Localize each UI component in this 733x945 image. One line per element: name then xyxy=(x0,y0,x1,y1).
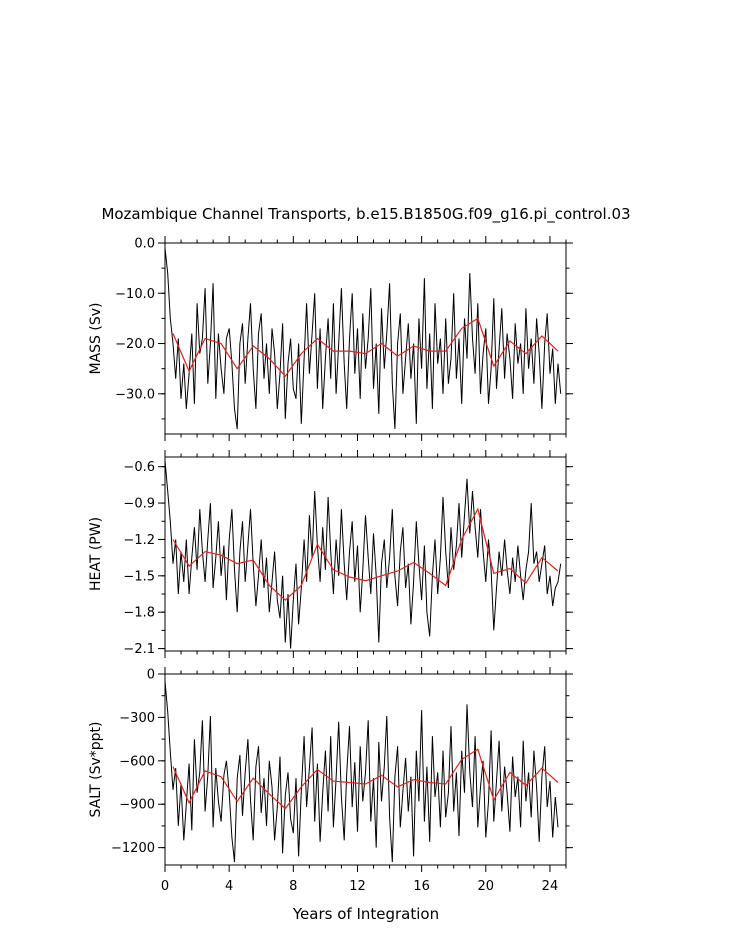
y-tick-label: 0.0 xyxy=(134,237,155,252)
y-axis-label: SALT (Sv*ppt) xyxy=(88,722,104,818)
y-tick-label: −2.1 xyxy=(123,642,155,657)
y-axis-label: HEAT (PW) xyxy=(88,517,104,591)
x-tick-label: 0 xyxy=(161,879,169,894)
y-tick-label: −0.9 xyxy=(123,497,155,512)
y-tick-label: −1.2 xyxy=(123,533,155,548)
annual-mean-line xyxy=(172,507,559,601)
y-tick-label: −900 xyxy=(119,798,155,813)
plot-frame xyxy=(164,673,567,866)
y-tick-label: −0.6 xyxy=(123,460,155,475)
y-tick-label: −30.0 xyxy=(115,387,155,402)
y-tick-label: −300 xyxy=(119,711,155,726)
x-tick-label: 16 xyxy=(413,879,430,894)
y-tick-label: −20.0 xyxy=(115,337,155,352)
annual-mean-line xyxy=(172,748,559,810)
monthly-transport-line xyxy=(165,681,559,863)
x-tick-label: 20 xyxy=(478,879,495,894)
monthly-transport-line xyxy=(165,247,562,430)
x-axis-label: Years of Integration xyxy=(292,905,439,923)
y-tick-label: −1.5 xyxy=(123,569,155,584)
y-axis-label: MASS (Sv) xyxy=(88,303,104,375)
y-tick-label: −1.8 xyxy=(123,606,155,621)
x-tick-label: 12 xyxy=(349,879,366,894)
x-tick-label: 4 xyxy=(225,879,233,894)
chart-title: Mozambique Channel Transports, b.e15.B18… xyxy=(101,205,630,224)
panel-2: −0.6 −0.9 −1.2 −1.5 −1.8 −2.1 HEAT (PW) xyxy=(88,450,573,658)
panel-3: 0 −300 −600 −900 −1200 SALT (Sv*ppt) 0 4 8 12 16 20… xyxy=(88,667,573,894)
y-tick-label: −600 xyxy=(119,754,155,769)
x-tick-label: 8 xyxy=(289,879,297,894)
panel-1: 0.0 −10.0 −20.0 −30.0 MASS (Sv) xyxy=(88,236,573,441)
y-tick-label: 0 xyxy=(147,668,155,683)
x-tick-label: 24 xyxy=(542,879,559,894)
y-tick-label: −1200 xyxy=(111,841,155,856)
plot-frame xyxy=(164,242,567,435)
annual-mean-line xyxy=(172,317,559,378)
monthly-transport-line xyxy=(165,460,562,649)
plot-frame xyxy=(164,456,567,652)
y-tick-label: −10.0 xyxy=(115,287,155,302)
